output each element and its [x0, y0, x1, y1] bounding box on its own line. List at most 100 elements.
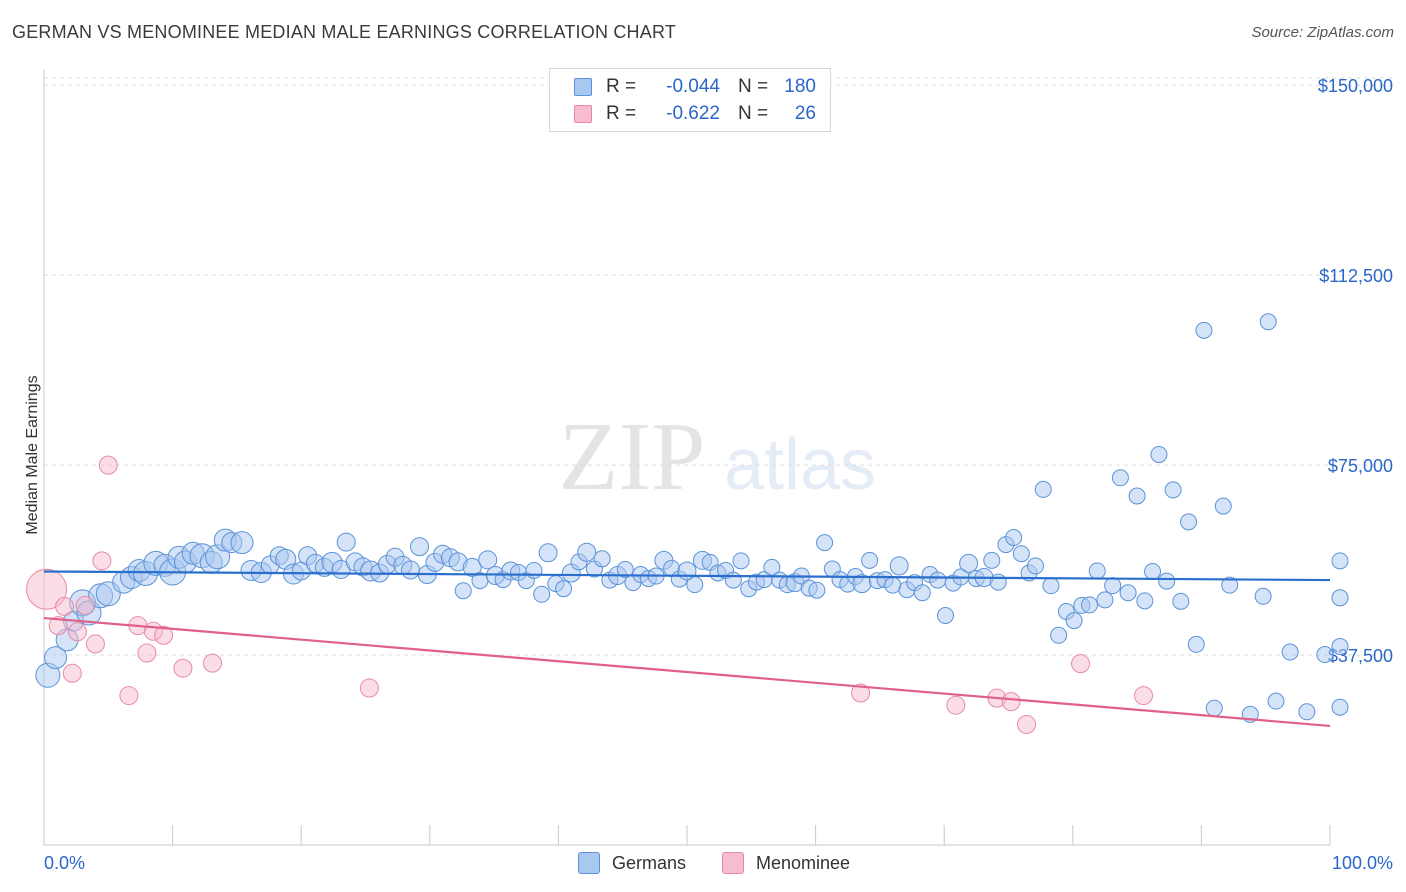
legend-n-label: N = [738, 76, 769, 97]
germans-point [1104, 577, 1122, 595]
germans-point [230, 531, 254, 555]
germans-point [989, 573, 1007, 591]
germans-point [1096, 591, 1114, 609]
menominee-point [202, 653, 222, 673]
series-germans-points [35, 313, 1349, 723]
germans-point [44, 646, 68, 670]
x-tick-label-min: 0.0% [44, 853, 85, 873]
germans-point [983, 551, 1001, 569]
menominee-point [48, 616, 68, 636]
legend-n-label: N = [738, 103, 769, 124]
germans-point [1316, 646, 1334, 664]
germans-point [1034, 480, 1052, 498]
germans-point [913, 584, 931, 602]
germans-point [1331, 637, 1349, 655]
germans-point [1027, 557, 1045, 575]
menominee-point [137, 643, 157, 663]
menominee-point [946, 695, 966, 715]
germans-point [1259, 313, 1277, 331]
x-tick-labels: 0.0% 100.0% [44, 853, 1393, 873]
germans-point [1164, 481, 1182, 499]
germans-point [1065, 612, 1083, 630]
series-legend-swatch-menominee [722, 852, 744, 874]
watermark: ZIP atlas [559, 403, 877, 511]
germans-point [936, 607, 954, 625]
germans-point [616, 560, 634, 578]
germans-point [959, 553, 979, 573]
menominee-point [26, 568, 68, 610]
legend-r-value-menominee: -0.622 [666, 103, 720, 124]
germans-point [1119, 584, 1137, 602]
menominee-point [119, 686, 139, 706]
germans-point [1088, 562, 1106, 580]
germans-point [1331, 552, 1349, 570]
germans-point [816, 534, 834, 552]
y-tick-label: $75,000 [1328, 456, 1393, 476]
legend-n-value-germans: 180 [784, 76, 816, 97]
germans-point [1331, 698, 1349, 716]
legend-r-label: R = [606, 76, 637, 97]
menominee-point [1017, 714, 1037, 734]
menominee-point [154, 625, 174, 645]
germans-point [724, 571, 742, 589]
germans-point [861, 551, 879, 569]
germans-point [525, 561, 543, 579]
germans-point [1267, 692, 1285, 710]
menominee-point [1071, 654, 1091, 674]
germans-point [1195, 321, 1213, 339]
germans-point [1144, 562, 1162, 580]
germans-point [1221, 576, 1239, 594]
germans-point [401, 560, 421, 580]
series-legend-item-menominee[interactable]: Menominee [722, 852, 850, 874]
menominee-point [173, 658, 193, 678]
germans-point [593, 550, 611, 568]
germans-point [686, 576, 704, 594]
germans-point [1254, 587, 1272, 605]
trend-line-germans [43, 570, 1331, 582]
legend-r-value-germans: -0.044 [666, 76, 720, 97]
germans-point [1158, 572, 1176, 590]
germans-point [808, 581, 826, 599]
germans-point [1150, 445, 1168, 463]
watermark-zip: ZIP [559, 403, 706, 511]
germans-point [1050, 626, 1068, 644]
germans-point [929, 571, 947, 589]
series-legend-label-germans: Germans [612, 852, 687, 873]
legend-row-menominee: R = -0.622 N = 26 [574, 100, 816, 128]
germans-point [1180, 513, 1198, 531]
germans-point [1136, 592, 1154, 610]
germans-point [410, 537, 430, 557]
germans-point [889, 556, 909, 576]
menominee-point [67, 622, 87, 642]
germans-point [1128, 487, 1146, 505]
x-tick-label-max: 100.0% [1332, 853, 1393, 873]
trend-line-menominee [43, 616, 1331, 728]
menominee-point [92, 551, 112, 571]
legend-swatch-menominee [574, 105, 592, 123]
menominee-point [359, 678, 379, 698]
series-menominee-points [26, 455, 1154, 734]
y-tick-labels: $37,500$75,000$112,500$150,000 [1318, 76, 1393, 666]
germans-point [1331, 589, 1349, 607]
germans-point [538, 543, 558, 563]
germans-point [1281, 643, 1299, 661]
germans-point [555, 580, 573, 598]
menominee-point [85, 634, 105, 654]
germans-point [478, 550, 498, 570]
series-legend-label-menominee: Menominee [756, 852, 851, 873]
menominee-point [1001, 692, 1021, 712]
germans-point [577, 542, 597, 562]
legend-row-germans: R = -0.044 N = 180 [574, 73, 816, 101]
germans-point [336, 532, 356, 552]
germans-point [454, 582, 472, 600]
y-tick-label: $112,500 [1319, 266, 1393, 286]
germans-point [1172, 592, 1190, 610]
menominee-point [98, 455, 118, 475]
y-tick-label: $150,000 [1318, 76, 1393, 96]
chart-title: GERMAN VS MENOMINEE MEDIAN MALE EARNINGS… [12, 22, 677, 42]
series-legend-item-germans[interactable]: Germans [578, 852, 686, 874]
legend-n-value-menominee: 26 [794, 103, 816, 124]
germans-point [1111, 469, 1129, 487]
germans-point [884, 576, 902, 594]
